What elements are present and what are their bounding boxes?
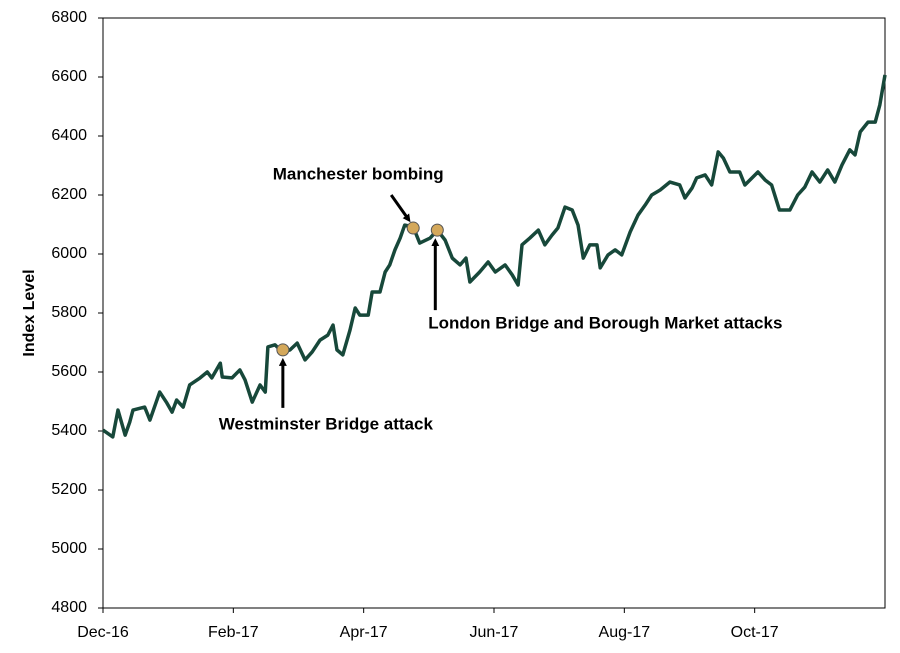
x-tick-label: Jun-17 [470, 624, 519, 641]
line-series [102, 74, 887, 439]
y-tick-label: 6200 [51, 186, 87, 203]
y-axis-label: Index Level [21, 269, 38, 356]
annotation: Westminster Bridge attack [219, 414, 434, 433]
annotation: Manchester bombing [273, 165, 444, 184]
event-marker [406, 221, 420, 235]
x-tick-label: Dec-16 [77, 624, 129, 641]
y-tick-label: 6400 [51, 127, 87, 144]
y-tick-label: 6000 [51, 245, 87, 262]
y-tick-label: 5600 [51, 363, 87, 380]
x-tick-label: Oct-17 [731, 624, 779, 641]
y-tick-label: 5000 [51, 540, 87, 557]
event-marker [430, 223, 444, 237]
x-tick-label: Aug-17 [599, 624, 651, 641]
y-tick-label: 5400 [51, 422, 87, 439]
y-tick-label: 5800 [51, 304, 87, 321]
x-tick-label: Feb-17 [208, 624, 259, 641]
y-tick-label: 5200 [51, 481, 87, 498]
y-tick-label: 4800 [51, 599, 87, 616]
y-tick-label: 6800 [51, 9, 87, 26]
annotation-arrow [389, 194, 411, 223]
event-marker [276, 343, 290, 357]
x-tick-label: Apr-17 [340, 624, 388, 641]
annotation: London Bridge and Borough Market attacks [428, 314, 782, 333]
y-tick-label: 6600 [51, 68, 87, 85]
